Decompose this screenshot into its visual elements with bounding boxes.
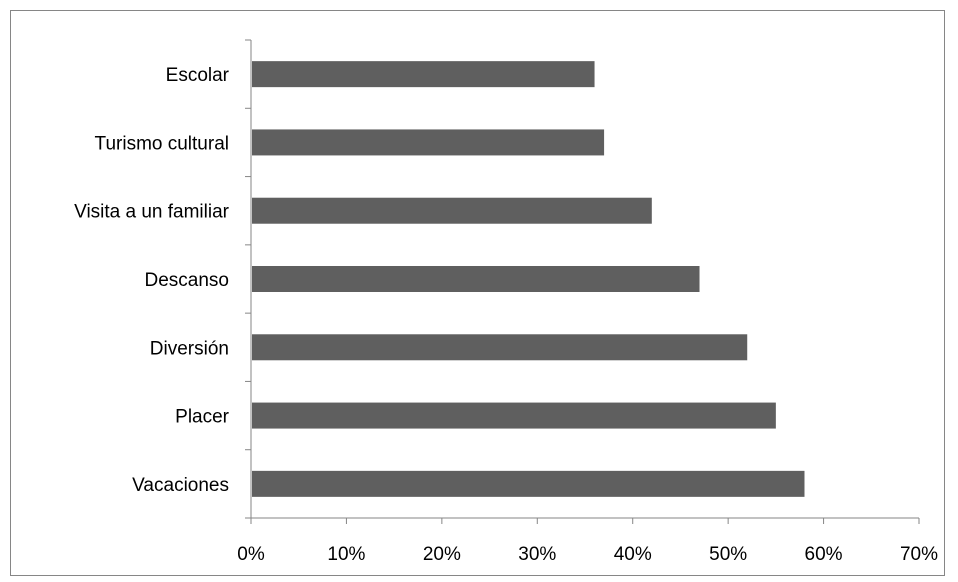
bar	[252, 129, 605, 156]
category-label: Placer	[175, 407, 230, 428]
category-label: Diversión	[150, 338, 229, 359]
ticks-layer	[245, 39, 920, 524]
bar	[252, 266, 700, 292]
x-tick-label: 0%	[237, 544, 265, 565]
bars-layer	[252, 61, 805, 497]
category-label: Vacaciones	[132, 475, 229, 496]
bar	[252, 470, 805, 497]
x-tick-label: 10%	[327, 544, 365, 565]
x-tick-label: 30%	[518, 544, 556, 565]
x-tick-label: 60%	[805, 544, 843, 565]
bar	[252, 402, 776, 429]
x-tick-label: 50%	[709, 544, 747, 565]
x-tick-label: 70%	[900, 544, 938, 565]
category-label: Escolar	[166, 65, 230, 86]
category-label: Visita a un familiar	[74, 202, 230, 223]
x-tick-label: 40%	[614, 544, 652, 565]
x-tick-label: 20%	[423, 544, 461, 565]
category-label: Turismo cultural	[95, 133, 229, 154]
labels-layer: Escolar Turismo cultural Visita a un famil…	[74, 65, 938, 565]
category-label: Descanso	[145, 270, 230, 291]
bar	[252, 61, 595, 88]
bar	[252, 197, 652, 224]
axes-layer	[250, 40, 919, 519]
bar	[252, 334, 748, 361]
